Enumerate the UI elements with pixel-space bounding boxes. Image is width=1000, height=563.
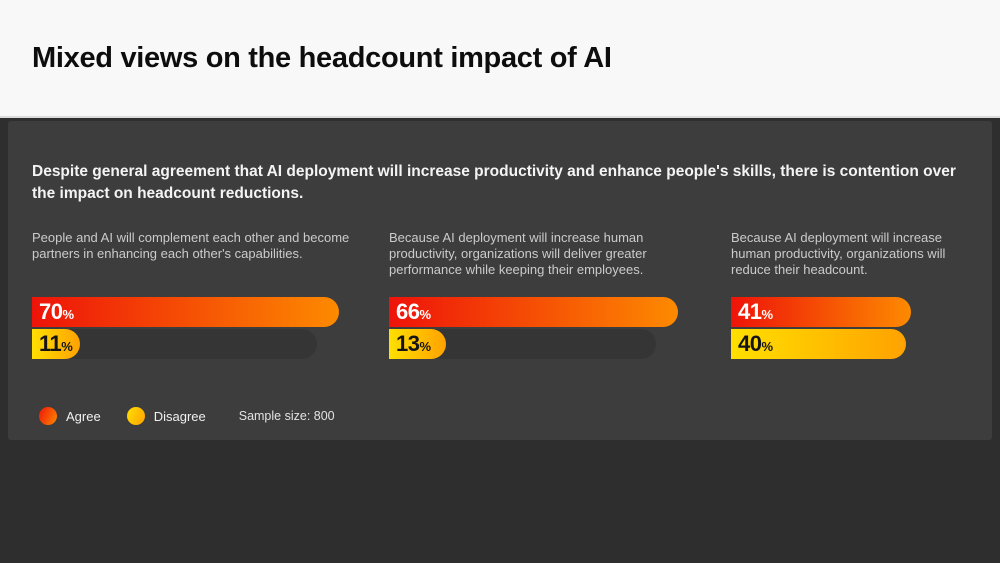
disagree-legend-label: Disagree bbox=[153, 408, 206, 424]
agree-legend-label: Agree bbox=[66, 408, 101, 424]
disagree-bar: 13% bbox=[389, 329, 446, 359]
bar-chart-groups: People and AI will complement each other… bbox=[32, 230, 968, 359]
agree-bar: 41% bbox=[731, 297, 911, 327]
group-description: Because AI deployment will increase huma… bbox=[389, 230, 647, 277]
agree-bar: 70% bbox=[32, 297, 339, 327]
agree-legend-dot-icon bbox=[39, 407, 57, 425]
agree-bar: 66% bbox=[389, 297, 679, 327]
chart-group: People and AI will complement each other… bbox=[32, 230, 361, 359]
content-card: Despite general agreement that AI deploy… bbox=[8, 121, 992, 440]
disagree-bar: 40% bbox=[731, 329, 907, 359]
disagree-value-label: 13 bbox=[396, 331, 420, 356]
legend: Agree Disagree Sample size: 800 bbox=[39, 407, 335, 425]
disagree-value-label: 40 bbox=[738, 331, 762, 356]
bar-pair: 70% 11% bbox=[32, 297, 361, 359]
group-description: People and AI will complement each other… bbox=[32, 230, 350, 261]
page-title: Mixed views on the headcount impact of A… bbox=[32, 41, 612, 74]
chart-group: Because AI deployment will increase huma… bbox=[389, 230, 703, 359]
group-description: Because AI deployment will increase huma… bbox=[731, 230, 946, 277]
subtitle: Despite general agreement that AI deploy… bbox=[32, 163, 956, 202]
agree-value-label: 41 bbox=[738, 299, 762, 324]
disagree-unit-label: % bbox=[419, 339, 432, 354]
disagree-unit-label: % bbox=[61, 339, 73, 354]
header-band: Mixed views on the headcount impact of A… bbox=[0, 0, 1000, 118]
agree-value-label: 66 bbox=[396, 299, 420, 324]
agree-unit-label: % bbox=[62, 307, 75, 322]
agree-unit-label: % bbox=[761, 307, 774, 322]
agree-value-label: 70 bbox=[39, 299, 63, 324]
disagree-bar: 11% bbox=[32, 329, 81, 359]
bar-pair: 66% 13% bbox=[389, 297, 703, 359]
disagree-unit-label: % bbox=[761, 339, 774, 354]
disagree-legend-dot-icon bbox=[126, 407, 145, 425]
disagree-value-label: 11 bbox=[39, 331, 62, 356]
sample-size: Sample size: 800 bbox=[238, 409, 335, 423]
agree-unit-label: % bbox=[419, 307, 432, 322]
bar-pair: 41% 40% bbox=[731, 297, 968, 359]
chart-group: Because AI deployment will increase huma… bbox=[731, 230, 968, 359]
